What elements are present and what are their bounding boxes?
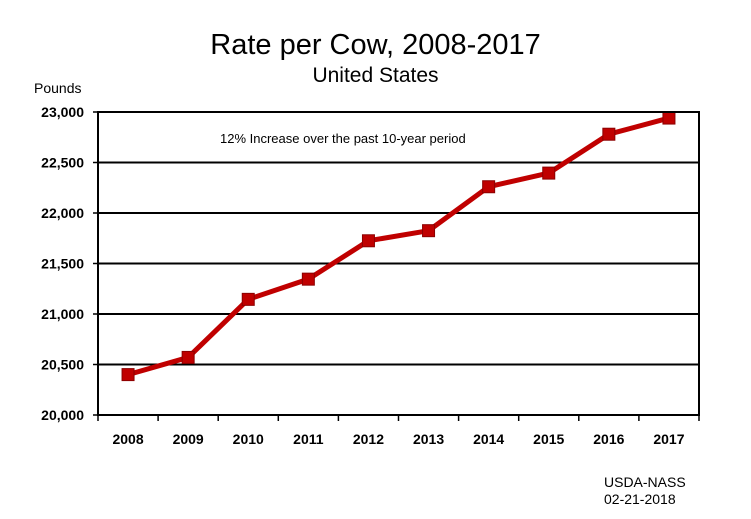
y-tick-label: 21,000 bbox=[41, 306, 84, 322]
x-tick-label: 2016 bbox=[593, 431, 624, 447]
x-tick-label: 2009 bbox=[173, 431, 204, 447]
y-tick-label: 23,000 bbox=[41, 104, 84, 120]
gridlines bbox=[93, 111, 699, 416]
data-point-marker bbox=[301, 272, 315, 286]
data-point-marker bbox=[181, 350, 195, 364]
y-axis-label: Pounds bbox=[34, 80, 82, 96]
data-series bbox=[121, 111, 676, 382]
source-note: USDA-NASS 02-21-2018 bbox=[604, 474, 686, 508]
data-point-marker bbox=[662, 111, 676, 125]
y-tick-label: 20,000 bbox=[41, 407, 84, 423]
x-tick-label: 2014 bbox=[473, 431, 504, 447]
x-tick-label: 2010 bbox=[233, 431, 264, 447]
x-tick-labels: 2008 2009 2010 2011 2012 2013 2014 2015 2016 2017 bbox=[112, 431, 684, 447]
y-tick-labels: 20,000 20,500 21,000 21,500 22,000 22,500 23,0… bbox=[41, 104, 84, 423]
x-tick-label: 2017 bbox=[653, 431, 684, 447]
data-point-marker bbox=[361, 234, 375, 248]
data-point-marker bbox=[422, 224, 436, 238]
data-point-marker bbox=[542, 166, 556, 180]
data-point-marker bbox=[602, 127, 616, 141]
x-tick-label: 2013 bbox=[413, 431, 444, 447]
chart-title: Rate per Cow, 2008-2017 bbox=[210, 29, 541, 61]
source-agency: USDA-NASS bbox=[604, 474, 686, 490]
data-point-marker bbox=[482, 180, 496, 194]
chart-annotation: 12% Increase over the past 10-year perio… bbox=[220, 131, 466, 146]
plot-area-frame bbox=[97, 111, 700, 416]
x-tick-label: 2012 bbox=[353, 431, 384, 447]
data-point-marker bbox=[241, 292, 255, 306]
y-tick-label: 20,500 bbox=[41, 357, 84, 373]
x-tick-label: 2015 bbox=[533, 431, 564, 447]
source-date: 02-21-2018 bbox=[604, 491, 676, 507]
x-tick-label: 2008 bbox=[112, 431, 143, 447]
x-tick-label: 2011 bbox=[293, 431, 324, 447]
y-tick-label: 22,500 bbox=[41, 155, 84, 171]
y-tick-label: 21,500 bbox=[41, 256, 84, 272]
data-point-marker bbox=[121, 368, 135, 382]
series-line bbox=[127, 115, 670, 378]
y-tick-label: 22,000 bbox=[41, 205, 84, 221]
chart-subtitle: United States bbox=[312, 64, 439, 87]
